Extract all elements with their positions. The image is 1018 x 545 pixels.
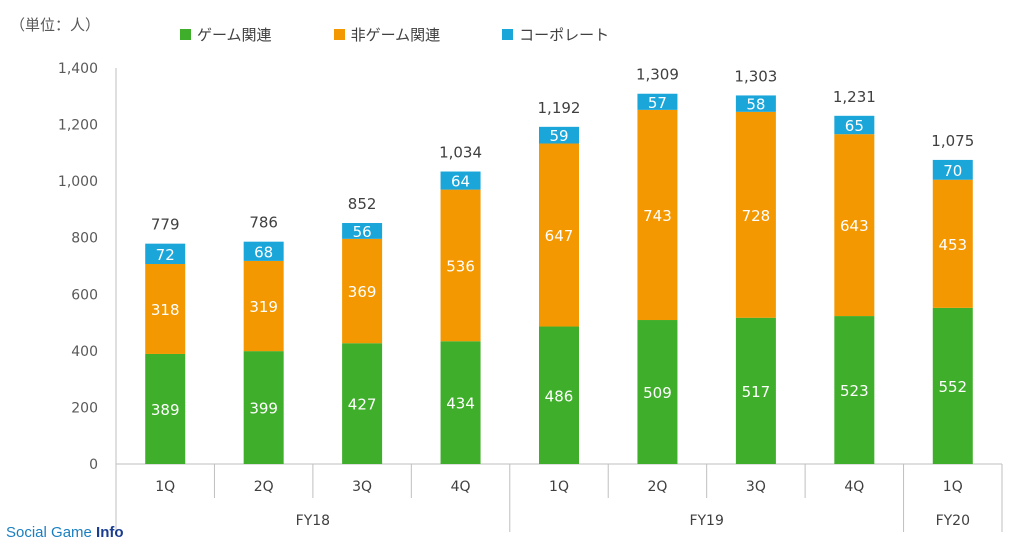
watermark-logo: Social Game Info [6, 524, 124, 541]
data-label-nongame: 318 [151, 301, 180, 319]
legend-item-nongame: 非ゲーム関連 [333, 24, 441, 45]
x-tick-label: 3Q [352, 479, 372, 495]
legend-item-corporate: コーポレート [502, 24, 609, 45]
group-label: FY19 [689, 513, 723, 529]
y-tick-label: 0 [89, 457, 98, 473]
data-label-corporate: 70 [943, 162, 962, 180]
total-label: 852 [348, 195, 377, 213]
data-label-nongame: 743 [643, 207, 672, 225]
bar-segment-game [735, 317, 776, 464]
x-tick-label: 1Q [155, 479, 175, 495]
bar-segment-corporate [539, 126, 579, 144]
bar-segment-corporate [932, 159, 973, 180]
bar-segment-nongame [932, 179, 973, 308]
bar-segment-corporate [145, 243, 186, 265]
data-label-game: 434 [446, 395, 475, 413]
bar-segment-corporate [637, 93, 678, 110]
legend: ゲーム関連 非ゲーム関連 コーポレート [180, 24, 609, 45]
x-tick-label: 4Q [844, 479, 864, 495]
total-label: 779 [151, 216, 180, 234]
legend-swatch-game [180, 29, 191, 40]
data-label-corporate: 64 [451, 173, 470, 191]
y-tick-label: 600 [71, 287, 98, 303]
total-label: 1,192 [538, 99, 581, 117]
bar-segment-game [440, 341, 481, 464]
data-label-nongame: 647 [545, 227, 574, 245]
bar-segment-corporate [735, 95, 776, 112]
watermark-text-2: Info [96, 524, 124, 541]
data-label-nongame: 319 [249, 298, 278, 316]
bar-segment-nongame [735, 111, 776, 318]
bar-segment-game [342, 343, 383, 464]
y-tick-label: 200 [71, 400, 98, 416]
data-label-corporate: 65 [845, 117, 864, 135]
bar-segment-nongame [243, 260, 284, 352]
data-label-corporate: 68 [254, 243, 273, 261]
bar-segment-nongame [145, 264, 186, 354]
y-tick-label: 1,400 [58, 61, 98, 77]
bar-segment-corporate [342, 223, 383, 239]
legend-swatch-corporate [502, 29, 514, 40]
data-label-nongame: 536 [446, 257, 475, 275]
data-label-game: 509 [643, 384, 672, 402]
x-tick-label: 4Q [451, 479, 471, 495]
bar-segment-corporate [243, 241, 284, 261]
watermark-text-1: Social Game [6, 524, 97, 541]
x-tick-label: 1Q [943, 479, 963, 495]
bar-segment-corporate [834, 115, 875, 135]
total-label: 1,309 [636, 66, 679, 84]
data-label-corporate: 57 [648, 94, 667, 112]
data-label-nongame: 643 [840, 217, 869, 235]
data-label-corporate: 56 [353, 223, 372, 241]
bar-segment-nongame [834, 134, 875, 317]
y-tick-label: 800 [71, 231, 98, 247]
legend-label-nongame: 非ゲーム関連 [350, 26, 441, 44]
y-tick-label: 1,200 [58, 118, 98, 134]
bar-segment-game [834, 316, 875, 464]
data-label-nongame: 728 [742, 207, 771, 225]
legend-label-game: ゲーム関連 [197, 26, 272, 44]
legend-swatch-nongame [333, 29, 345, 40]
bar-segment-game [243, 351, 284, 464]
data-label-game: 552 [938, 378, 967, 396]
total-label: 1,075 [931, 132, 974, 150]
total-label: 1,034 [439, 144, 482, 162]
data-label-game: 399 [249, 400, 278, 418]
x-tick-label: 1Q [549, 479, 569, 495]
data-label-game: 389 [151, 401, 180, 419]
data-label-game: 517 [742, 383, 771, 401]
bar-segment-game [932, 307, 973, 464]
bar-segment-nongame [539, 143, 579, 327]
data-label-corporate: 59 [549, 127, 568, 145]
bar-segment-game [637, 320, 678, 464]
bar-segment-nongame [440, 189, 481, 342]
data-label-corporate: 58 [746, 96, 765, 114]
x-tick-label: 3Q [746, 479, 766, 495]
data-label-game: 486 [545, 387, 574, 405]
bar-segment-game [539, 326, 579, 464]
unit-label: （単位：人） [10, 16, 101, 34]
y-tick-label: 400 [71, 344, 98, 360]
bar-segment-nongame [342, 238, 383, 344]
data-label-game: 523 [840, 382, 869, 400]
data-label-corporate: 72 [156, 246, 175, 264]
data-label-game: 427 [348, 396, 377, 414]
x-tick-label: 2Q [647, 479, 667, 495]
data-label-nongame: 453 [938, 236, 967, 254]
legend-label-corporate: コーポレート [519, 26, 610, 44]
data-label-nongame: 369 [348, 283, 377, 301]
bar-segment-game [145, 353, 186, 464]
total-label: 1,231 [833, 88, 876, 106]
group-label: FY20 [936, 513, 970, 529]
total-label: 1,303 [734, 67, 777, 85]
group-label: FY18 [296, 513, 330, 529]
total-label: 786 [249, 214, 278, 232]
legend-item-game: ゲーム関連 [180, 24, 272, 45]
bar-segment-corporate [440, 171, 481, 190]
y-tick-label: 1,000 [58, 174, 98, 190]
bar-segment-nongame [637, 109, 678, 321]
x-tick-label: 2Q [254, 479, 274, 495]
